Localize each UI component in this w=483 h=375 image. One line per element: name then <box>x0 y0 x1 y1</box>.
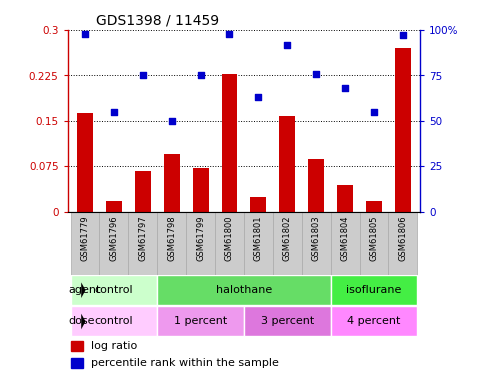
Point <box>226 31 233 37</box>
Bar <box>302 212 331 274</box>
Bar <box>366 201 382 212</box>
Text: GSM61803: GSM61803 <box>312 215 321 261</box>
Bar <box>157 306 244 336</box>
Text: 4 percent: 4 percent <box>347 316 401 327</box>
Bar <box>331 275 417 305</box>
Text: control: control <box>95 316 133 327</box>
Bar <box>71 358 84 368</box>
Point <box>197 72 204 78</box>
Bar <box>71 306 157 336</box>
Bar <box>244 212 273 274</box>
Bar <box>157 275 331 305</box>
Text: GSM61799: GSM61799 <box>196 215 205 261</box>
Text: GDS1398 / 11459: GDS1398 / 11459 <box>96 13 219 27</box>
Bar <box>331 306 417 336</box>
Point <box>81 31 89 37</box>
Bar <box>244 306 331 336</box>
Bar <box>250 197 266 212</box>
Text: agent: agent <box>68 285 100 295</box>
Text: GSM61806: GSM61806 <box>398 215 407 261</box>
Bar <box>77 113 93 212</box>
Bar <box>99 212 128 274</box>
Bar <box>273 212 302 274</box>
Bar <box>164 154 180 212</box>
Bar <box>71 341 84 351</box>
Point <box>341 85 349 91</box>
Text: 1 percent: 1 percent <box>174 316 227 327</box>
Point <box>284 42 291 48</box>
Point <box>168 118 175 124</box>
Text: GSM61802: GSM61802 <box>283 215 292 261</box>
Point <box>313 70 320 76</box>
Bar <box>128 212 157 274</box>
Bar <box>71 275 157 305</box>
Bar <box>222 74 238 212</box>
Text: GSM61801: GSM61801 <box>254 215 263 261</box>
Text: GSM61804: GSM61804 <box>341 215 350 261</box>
Text: control: control <box>95 285 133 295</box>
Text: dose: dose <box>68 316 95 327</box>
Text: halothane: halothane <box>216 285 272 295</box>
Bar <box>308 159 324 212</box>
Bar <box>331 212 359 274</box>
Text: GSM61805: GSM61805 <box>369 215 379 261</box>
Bar <box>215 212 244 274</box>
Text: isoflurane: isoflurane <box>346 285 402 295</box>
Bar <box>359 212 388 274</box>
Bar <box>71 212 99 274</box>
Point <box>139 72 147 78</box>
Polygon shape <box>81 282 85 298</box>
Text: GSM61800: GSM61800 <box>225 215 234 261</box>
Text: GSM61779: GSM61779 <box>81 215 89 261</box>
Bar <box>279 116 295 212</box>
Text: 3 percent: 3 percent <box>261 316 314 327</box>
Polygon shape <box>81 314 85 329</box>
Bar <box>395 48 411 212</box>
Text: GSM61797: GSM61797 <box>138 215 147 261</box>
Bar <box>186 212 215 274</box>
Bar <box>106 201 122 212</box>
Point <box>370 109 378 115</box>
Point <box>255 94 262 100</box>
Bar <box>135 171 151 212</box>
Bar <box>337 185 353 212</box>
Point <box>399 33 407 39</box>
Bar <box>388 212 417 274</box>
Bar <box>193 168 209 212</box>
Point <box>110 109 118 115</box>
Text: log ratio: log ratio <box>90 341 137 351</box>
Text: GSM61798: GSM61798 <box>167 215 176 261</box>
Text: percentile rank within the sample: percentile rank within the sample <box>90 358 278 368</box>
Text: GSM61796: GSM61796 <box>109 215 118 261</box>
Bar <box>157 212 186 274</box>
